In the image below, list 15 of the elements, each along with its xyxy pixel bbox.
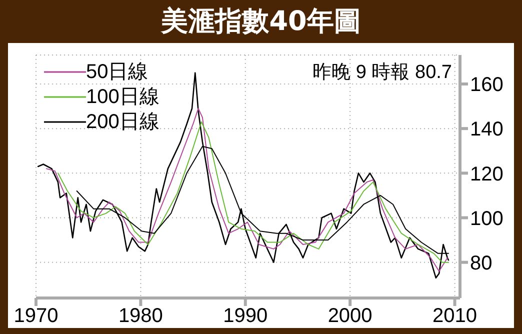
y-tick-label: 80 (470, 252, 492, 274)
y-tick-label: 160 (470, 74, 504, 96)
chart-title: 美滙指數40年圖 (160, 5, 362, 39)
y-tick-label: 140 (470, 118, 504, 141)
legend-label: 200日線 (86, 110, 160, 135)
legend-label: 50日線 (86, 60, 148, 85)
annotation: 昨晚 9 時報 80.7 (312, 61, 452, 85)
x-tick-label: 1990 (223, 305, 268, 328)
y-tick-label: 100 (470, 208, 504, 230)
legend-label: 100日線 (86, 85, 160, 110)
y-tick-label: 120 (470, 163, 504, 186)
x-tick-label: 1970 (14, 305, 58, 328)
x-tick-label: 2010 (432, 305, 478, 328)
x-tick-label: 1980 (118, 305, 163, 328)
x-tick-label: 2000 (328, 305, 372, 328)
